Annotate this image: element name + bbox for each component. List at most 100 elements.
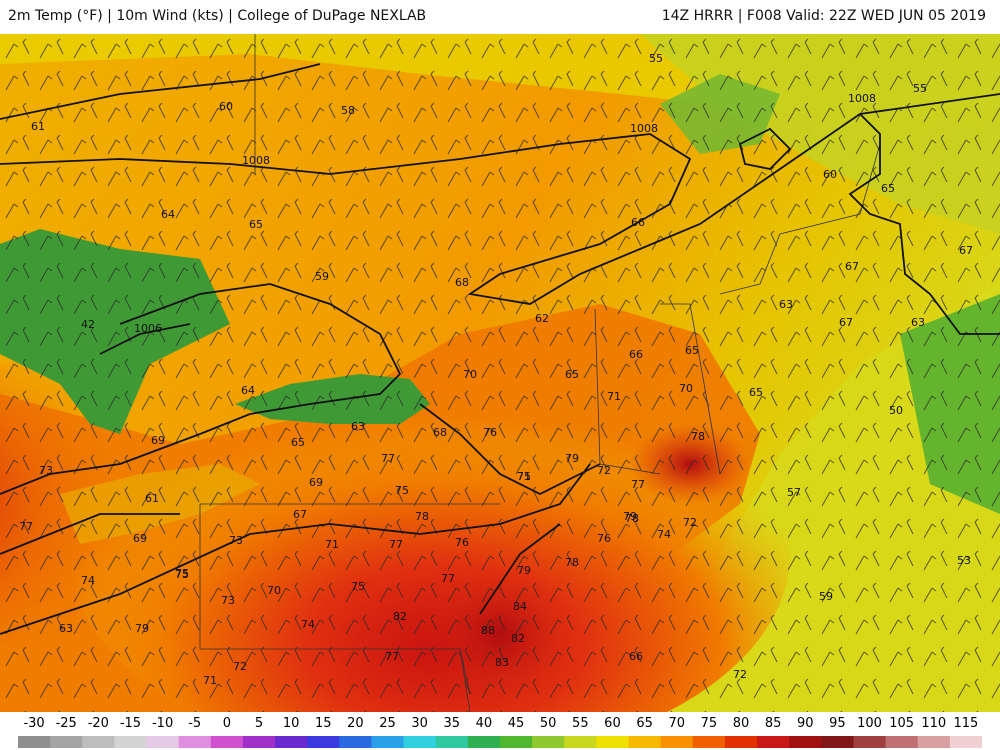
legend-color-swatch [917, 736, 951, 748]
legend-color-swatch [307, 736, 340, 748]
legend-tick-label: 5 [254, 716, 264, 731]
temperature-label: 70 [463, 368, 477, 381]
legend-tick-label: 55 [572, 716, 589, 731]
legend-tick-label: -5 [188, 716, 202, 731]
temperature-label: 79 [565, 452, 579, 465]
temperature-label: 69 [309, 476, 323, 489]
temperature-label: 78 [625, 512, 639, 525]
temperature-label: 75 [175, 568, 189, 581]
legend-tick-label: 75 [700, 716, 718, 731]
temperature-label: 68 [455, 276, 469, 289]
temperature-label: 63 [911, 316, 925, 329]
temperature-label: 75 [517, 470, 531, 483]
temperature-label: 75 [351, 580, 365, 593]
legend-color-swatch [564, 736, 597, 748]
temperature-label: 71 [517, 470, 531, 483]
temperature-label: 61 [145, 492, 159, 505]
legend-tick-label: 30 [411, 716, 428, 731]
isobar-label: 1008 [848, 92, 876, 105]
legend-tick-label: 45 [507, 716, 525, 731]
temperature-label: 74 [301, 618, 315, 631]
legend-color-swatch [628, 736, 662, 748]
temperature-label: 82 [393, 610, 407, 623]
temperature-label: 77 [381, 452, 395, 465]
legend-tick-label: 20 [347, 716, 364, 731]
legend-color-swatch [403, 736, 437, 748]
temperature-label: 66 [629, 650, 643, 663]
legend-tick-label: 95 [829, 716, 846, 731]
legend-color-swatch [50, 736, 83, 748]
model-valid-time: 14Z HRRR | F008 Valid: 22Z WED JUN 05 20… [661, 8, 986, 24]
legend-tick-label: 90 [796, 716, 814, 731]
legend-tick-label: 60 [604, 716, 621, 731]
legend-tick-label: 110 [921, 716, 947, 731]
temperature-label: 69 [133, 532, 147, 545]
temperature-label: 77 [385, 650, 399, 663]
temperature-label: 79 [135, 622, 149, 635]
temperature-label: 60 [823, 168, 837, 181]
legend-color-swatch [146, 736, 180, 748]
legend-color-swatch [789, 736, 822, 748]
temperature-label: 63 [59, 622, 73, 635]
legend-tick-label: 80 [732, 716, 750, 731]
legend-tick-label: 100 [857, 716, 882, 731]
temperature-label: 55 [913, 82, 927, 95]
temperature-label: 42 [81, 318, 95, 331]
legend-tick-label: -25 [55, 716, 77, 731]
legend-color-swatch [114, 736, 148, 748]
temperature-label: 88 [481, 624, 495, 637]
temperature-label: 68 [433, 426, 447, 439]
product-title: 2m Temp (°F) | 10m Wind (kts) | College … [8, 8, 427, 24]
legend-color-swatch [885, 736, 919, 748]
legend-tick-label: 35 [443, 716, 461, 731]
legend-color-swatch [532, 736, 565, 748]
legend-color-swatch [949, 736, 982, 748]
temperature-label: 60 [219, 100, 233, 113]
temperature-label: 74 [657, 528, 671, 541]
temperature-label: 79 [623, 510, 637, 523]
temperature-label: 67 [845, 260, 859, 273]
temperature-label: 70 [267, 584, 281, 597]
temperature-label: 67 [839, 316, 853, 329]
temperature-label: 76 [455, 536, 469, 549]
temperature-label: 71 [203, 674, 217, 687]
legend-color-swatch [435, 736, 469, 748]
temperature-label: 73 [39, 464, 53, 477]
temperature-label: 78 [565, 556, 579, 569]
legend-color-swatch [757, 736, 790, 748]
temperature-label: 65 [685, 344, 699, 357]
legend-color-swatch [18, 736, 51, 748]
legend-color-swatch [178, 736, 212, 748]
state-boundaries [199, 34, 881, 712]
temperature-map: 61 60 58 55 55 60 65 64 65 59 66 68 67 67 42 63 62 66 65 67… [0, 34, 1000, 712]
temperature-label: 71 [607, 390, 621, 403]
legend-color-swatch [821, 736, 854, 748]
map-label-layer: 61 60 58 55 55 60 65 64 65 59 66 68 67 67 42 63 62 66 65 67… [19, 52, 973, 687]
wind-barbs [0, 34, 1000, 712]
temperature-label: 77 [631, 478, 645, 491]
temperature-label: 83 [495, 656, 509, 669]
temperature-label: 70 [679, 382, 693, 395]
legend-tick-label: 40 [475, 716, 493, 731]
temperature-label: 72 [233, 660, 247, 673]
legend-color-swatch [467, 736, 501, 748]
temperature-label: 59 [819, 590, 833, 603]
temperature-label: 65 [881, 182, 895, 195]
temperature-label: 79 [517, 564, 531, 577]
legend-color-swatch [210, 736, 244, 748]
isobar-label: 1008 [630, 122, 658, 135]
legend-tick-label: 115 [953, 716, 979, 731]
temperature-label: 64 [241, 384, 255, 397]
legend-tick-label: 15 [314, 716, 332, 731]
temperature-label: 78 [691, 430, 705, 443]
temperature-label: 53 [957, 554, 971, 567]
legend-tick-label: 25 [379, 716, 396, 731]
temperature-label: 67 [293, 508, 307, 521]
temperature-label: 72 [733, 668, 747, 681]
temperature-label: 73 [221, 594, 235, 607]
temperature-label: 50 [889, 404, 903, 417]
temperature-label: 65 [249, 218, 263, 231]
color-legend: -30 -25 -20 -15 -10 -5 0 5 10 15 20 25 30 35 40 45 50 55 6… [0, 712, 1000, 750]
isobar-label: 1008 [242, 154, 270, 167]
legend-color-swatch [500, 736, 533, 748]
